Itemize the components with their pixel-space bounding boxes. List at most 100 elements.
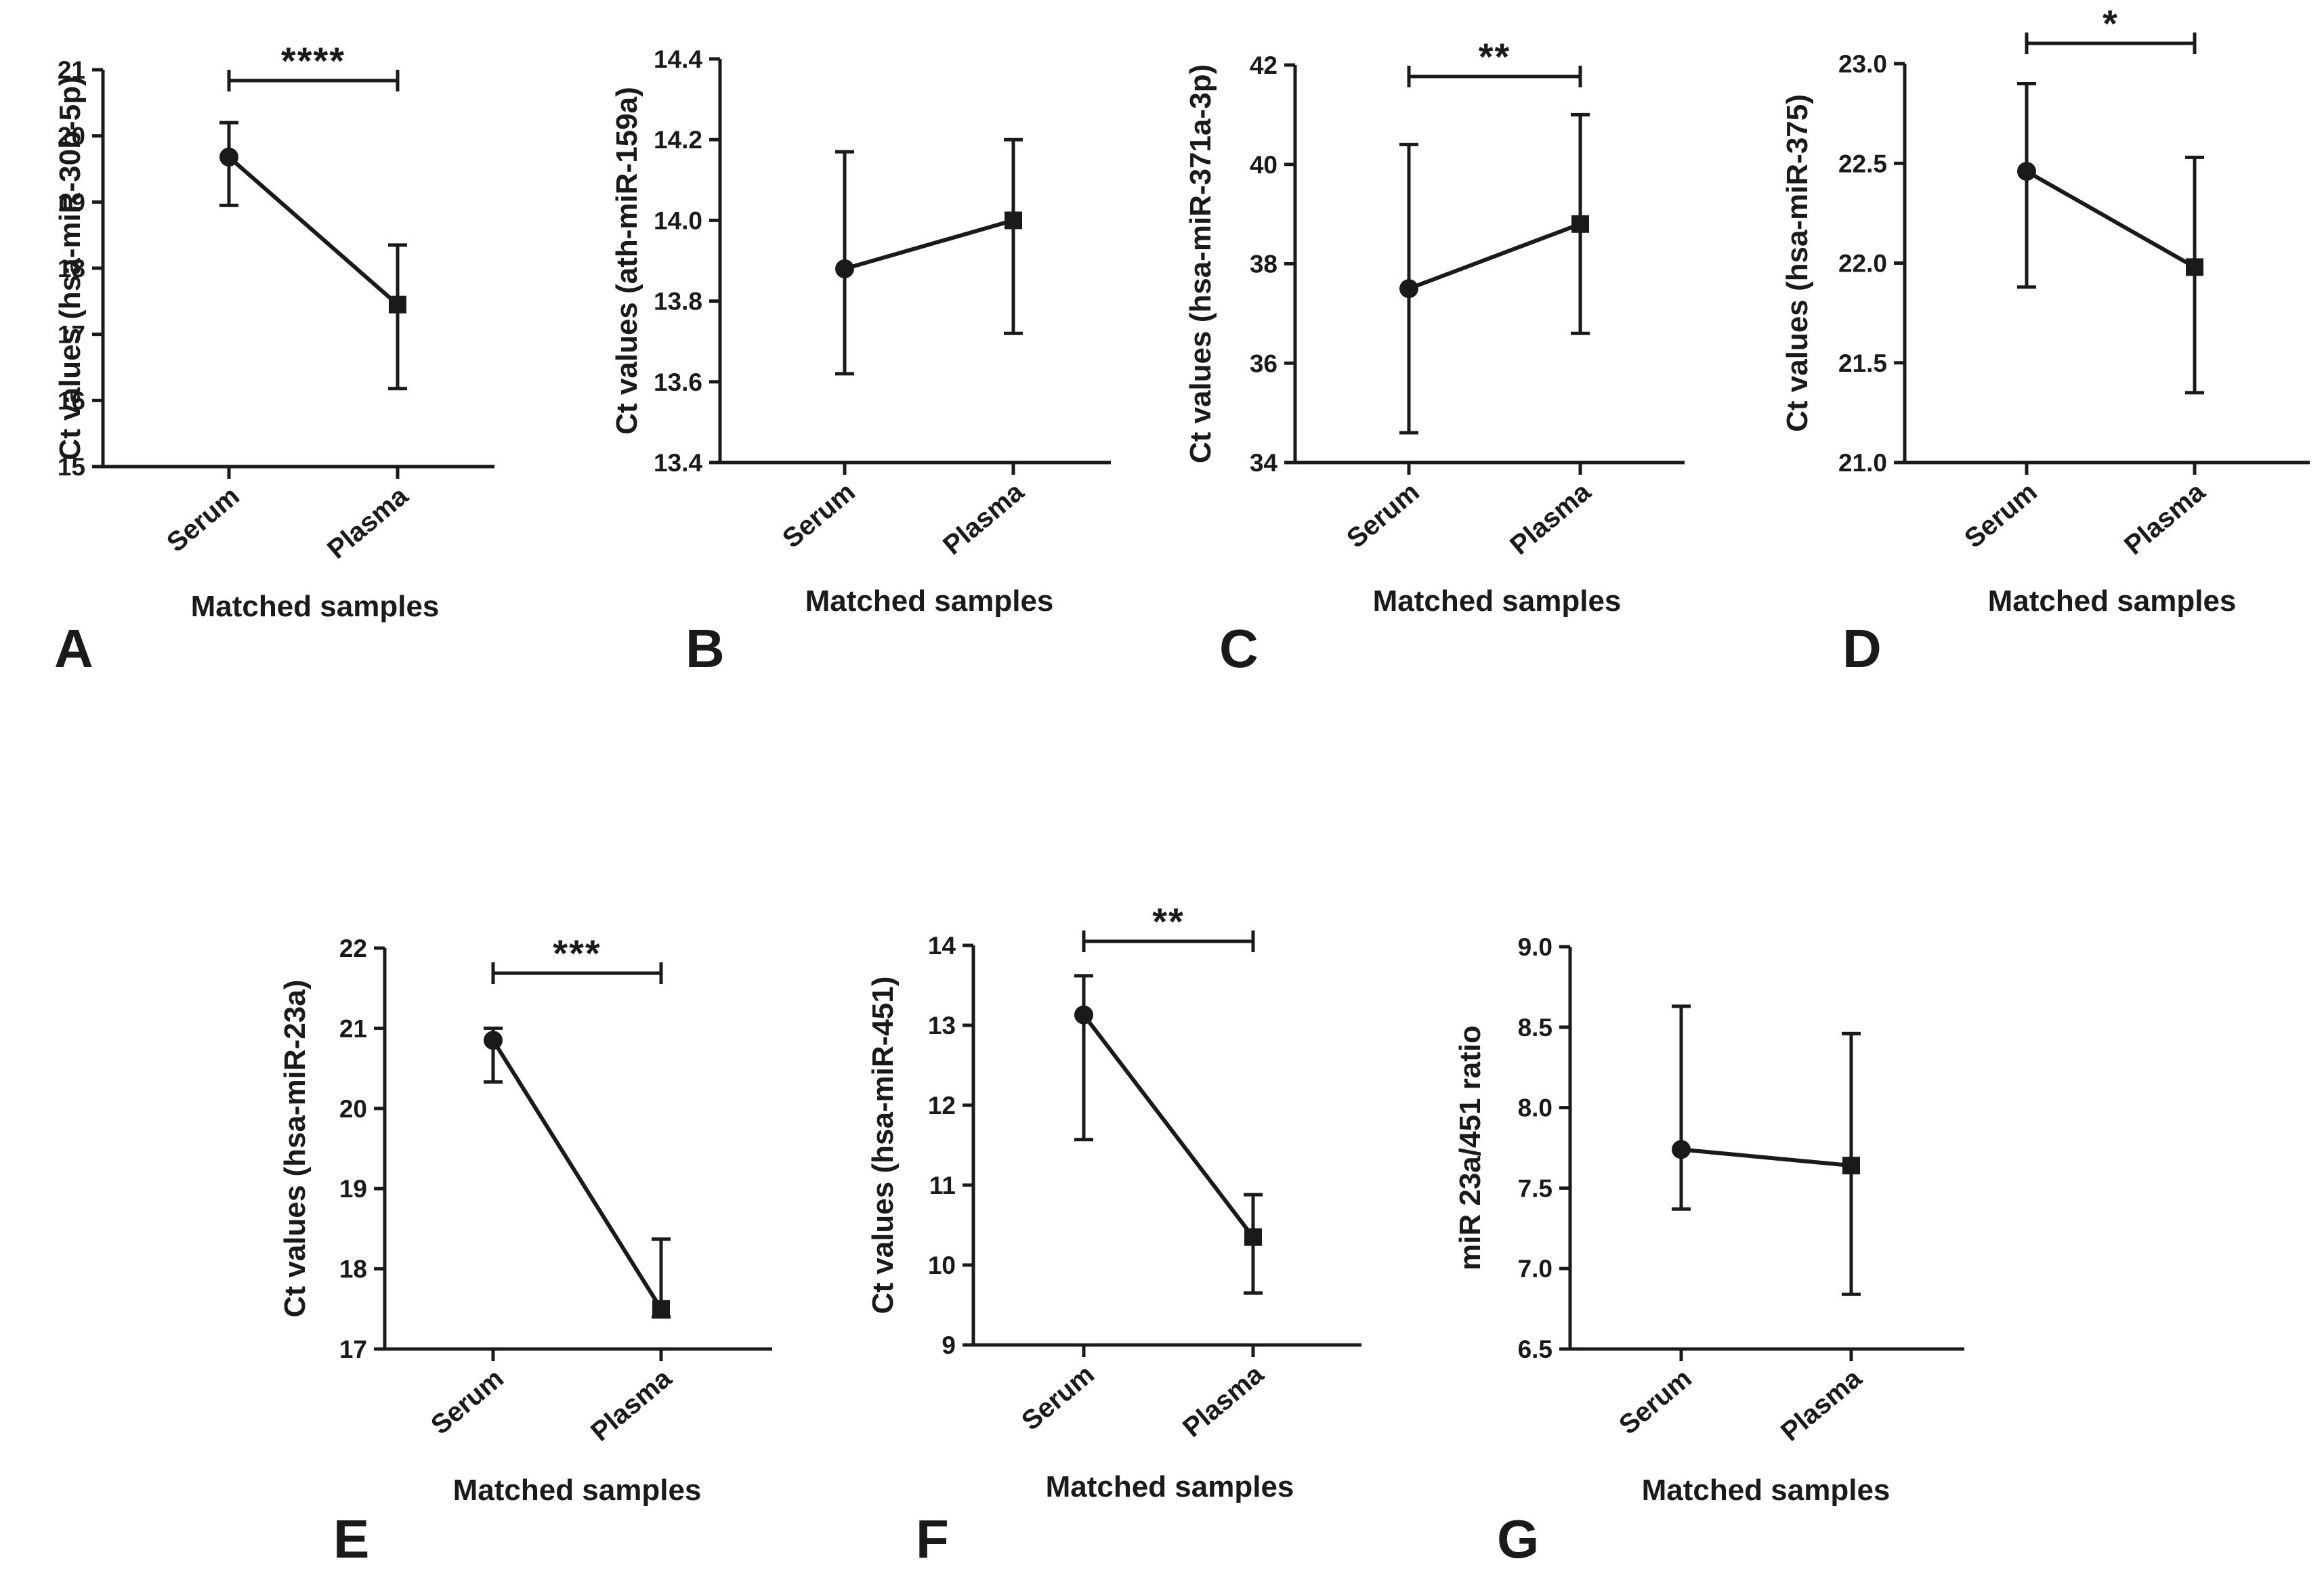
panel-c-y-tick-label: 38: [1250, 251, 1277, 278]
panel-d-y-tick-label: 21.0: [1838, 449, 1887, 477]
panel-a-point-plasma: [389, 295, 406, 314]
panel-e-y-tick-label: 18: [339, 1256, 367, 1283]
panel-f-chart: 9 10 11 12 13 14 Serum Plasma Ct values (hsa-miR…: [866, 900, 1361, 1569]
panel-g-chart: 6.5 7.0 7.5 8.0 8.5 9.0 Serum Plasma miR 23a/451…: [1454, 933, 1964, 1569]
panel-b-letter: B: [685, 618, 725, 679]
panel-f-point-plasma: [1244, 1228, 1262, 1246]
panel-f-category-label-plasma: Plasma: [1177, 1359, 1269, 1443]
panel-g-series-line: [1681, 1147, 1852, 1168]
panel-c-y-tick-label: 34: [1250, 449, 1278, 477]
panel-g-letter: G: [1497, 1509, 1539, 1569]
panel-c-letter: C: [1219, 618, 1259, 679]
panel-d-letter: D: [1842, 618, 1882, 679]
panel-a-point-serum: [219, 147, 238, 167]
panel-a-letter: A: [54, 618, 93, 679]
panel-c-significance-label: **: [1479, 35, 1511, 78]
panel-e-y-tick-label: 21: [339, 1014, 367, 1042]
panel-d-x-axis-title: Matched samples: [1988, 584, 2237, 618]
panel-f-y-axis-title: Ct values (hsa-miR-451): [866, 977, 900, 1314]
panel-c-y-tick-label: 40: [1250, 151, 1277, 179]
panel-d-chart: 21.0 21.5 22.0 22.5 23.0 Serum Plasma Ct values…: [1781, 2, 2310, 679]
panel-b-y-tick-label: 14.2: [654, 126, 702, 154]
panel-a-category-label-plasma: Plasma: [322, 481, 414, 565]
panel-d-y-axis-title: Ct values (hsa-miR-375): [1781, 94, 1814, 432]
panel-e-point-plasma: [652, 1300, 670, 1318]
panel-g-y-tick-label: 8.0: [1518, 1094, 1552, 1122]
panel-c-y-tick-label: 42: [1250, 51, 1277, 79]
panel-e-y-tick-label: 19: [339, 1175, 367, 1203]
panel-f-category-label-serum: Serum: [1016, 1359, 1100, 1436]
panel-b-x-axis-title: Matched samples: [805, 584, 1054, 618]
panel-a-y-tick-label: 21: [58, 56, 85, 84]
panel-a-category-label-serum: Serum: [161, 481, 245, 558]
panel-b-y-tick-label: 13.8: [654, 288, 702, 316]
panel-a-y-tick-label: 18: [58, 255, 85, 282]
panel-a-y-tick-label: 20: [58, 123, 85, 150]
panel-f-y-tick-label: 13: [928, 1012, 956, 1040]
panel-d-y-tick-label: 21.5: [1838, 349, 1887, 377]
panel-a-series-line: [228, 155, 399, 306]
panel-f-y-tick-label: 14: [928, 932, 956, 960]
panel-e-y-tick-label: 22: [339, 935, 367, 962]
panel-d-series-line: [2025, 169, 2196, 269]
panel-f-significance-label: **: [1152, 900, 1185, 943]
panel-b-point-serum: [835, 259, 854, 278]
panel-d-y-tick-label: 23.0: [1838, 50, 1887, 78]
panel-c-point-plasma: [1571, 215, 1589, 233]
panel-d-category-label-serum: Serum: [1959, 477, 2043, 554]
panel-b-category-label-plasma: Plasma: [937, 477, 1030, 561]
panel-g-y-tick-label: 6.5: [1518, 1335, 1552, 1363]
panel-a-y-tick-label: 15: [58, 453, 85, 481]
panel-g-y-tick-label: 7.0: [1518, 1255, 1552, 1283]
panel-c-y-axis-title: Ct values (hsa-miR-371a-3p): [1184, 64, 1217, 463]
panel-b-point-plasma: [1005, 211, 1022, 230]
panel-e-significance-label: ***: [553, 932, 601, 975]
panel-d-point-plasma: [2186, 258, 2203, 276]
panel-e-category-label-serum: Serum: [425, 1363, 509, 1440]
panel-a-y-axis-title: Ct values (hsa-miR-30b-5p): [54, 76, 87, 460]
panel-a-significance-label: ****: [281, 39, 345, 82]
panel-c-y-tick-label: 36: [1250, 349, 1277, 377]
panel-f-series-line: [1082, 1013, 1255, 1239]
panel-c-x-axis-title: Matched samples: [1373, 584, 1622, 618]
panel-a-y-tick-label: 19: [58, 188, 85, 216]
panel-f-x-axis-title: Matched samples: [1046, 1470, 1294, 1503]
panel-g-point-serum: [1672, 1140, 1691, 1159]
panel-b-y-axis-title: Ct values (ath-miR-159a): [610, 87, 643, 434]
panel-f-y-tick-label: 11: [929, 1172, 956, 1199]
panel-e-chart: 17 18 19 20 21 22 Serum Plasma Ct values (hsa-mi…: [278, 932, 772, 1569]
panel-d-y-tick-label: 22.0: [1838, 250, 1887, 278]
panel-d-significance-label: *: [2103, 2, 2119, 45]
panel-e-y-tick-label: 20: [339, 1095, 367, 1123]
panel-c-category-label-serum: Serum: [1341, 477, 1425, 554]
panel-c-category-label-plasma: Plasma: [1504, 477, 1597, 561]
panel-d-y-tick-label: 22.5: [1838, 150, 1887, 177]
panel-b-series-line: [844, 218, 1014, 271]
panel-g-category-label-plasma: Plasma: [1775, 1363, 1867, 1447]
panel-e-y-tick-label: 17: [339, 1335, 367, 1363]
panel-g-y-tick-label: 9.0: [1518, 933, 1552, 961]
panel-g-x-axis-title: Matched samples: [1642, 1474, 1890, 1507]
panel-e-point-serum: [484, 1031, 503, 1050]
panel-g-category-label-serum: Serum: [1613, 1363, 1697, 1440]
panel-f-y-tick-label: 9: [942, 1331, 956, 1359]
panel-a-x-axis-title: Matched samples: [191, 590, 440, 623]
panel-d-category-label-plasma: Plasma: [2119, 477, 2211, 561]
panel-g-point-plasma: [1842, 1157, 1860, 1175]
panel-f-y-tick-label: 10: [928, 1251, 956, 1279]
panel-e-letter: E: [333, 1509, 369, 1569]
panel-c-series-line: [1408, 221, 1582, 291]
panel-f-point-serum: [1074, 1005, 1093, 1025]
panel-b-category-label-serum: Serum: [777, 477, 861, 554]
panel-b-y-tick-label: 13.6: [654, 368, 702, 396]
panel-e-series-line: [491, 1039, 663, 1310]
panel-b-chart: 13.4 13.6 13.8 14.0 14.2 14.4 Serum Plasma Ct va…: [610, 45, 1111, 679]
panel-a-y-tick-label: 17: [58, 321, 85, 349]
panel-f-letter: F: [916, 1509, 949, 1569]
panel-b-y-tick-label: 14.4: [654, 45, 702, 73]
panel-e-x-axis-title: Matched samples: [453, 1474, 702, 1507]
panel-b-y-tick-label: 14.0: [654, 207, 702, 234]
panel-e-category-label-plasma: Plasma: [585, 1363, 677, 1447]
